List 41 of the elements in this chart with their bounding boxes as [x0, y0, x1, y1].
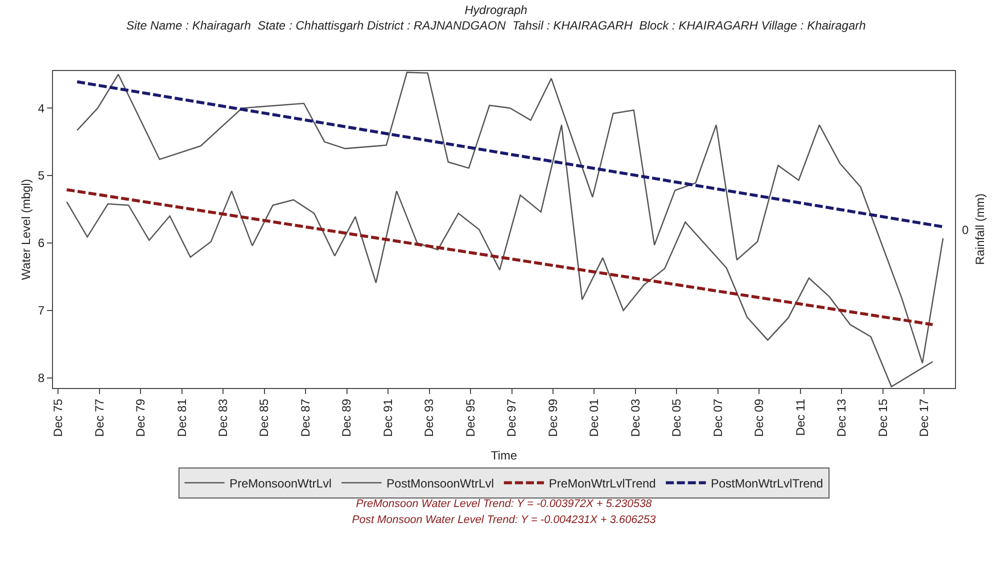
x-tick-label: Dec 79 [134, 398, 148, 437]
x-tick-label: Dec 91 [380, 398, 395, 437]
x-tick-label: Dec 99 [546, 398, 560, 437]
chart-title: Hydrograph [464, 3, 528, 18]
x-tick-label: Dec 15 [876, 398, 890, 437]
x-tick-label: Dec 95 [463, 398, 478, 437]
y-axis-title: Water Level (mbgl) [19, 179, 34, 280]
x-tick-label: Dec 11 [793, 398, 808, 436]
text: Post Monsoon Water Level Trend: Y = -0.004231X + 3.606253 [352, 514, 657, 526]
text: 0 [962, 223, 969, 237]
y-tick-label: 5 [38, 168, 45, 183]
x-tick-label: Dec 09 [752, 398, 766, 437]
legend-label: PreMonsoonWtrLvl [230, 476, 332, 490]
y-tick-label: 8 [38, 371, 45, 386]
y2-axis-title: Rainfall (mm) [972, 194, 987, 265]
x-tick-label: Dec 85 [257, 398, 272, 437]
x-tick-label: Dec 87 [298, 398, 312, 437]
x-tick-label: Dec 93 [422, 398, 436, 437]
x-tick-label: Dec 17 [917, 398, 932, 437]
x-tick-label: Dec 75 [51, 398, 66, 437]
y-tick-label: 7 [38, 304, 45, 318]
chart-subtitle: Site Name : Khairagarh State : Chhattisgarh District : RAJNANDGAON Tahsil : KHAIRAGARH Block : KHAIRAGARH Village : Khairagarh [126, 18, 866, 33]
y-tick-label: 4 [38, 101, 45, 116]
legend-label: PreMonWtrLvlTrend [548, 476, 656, 490]
text: PreMonsoon Water Level Trend: Y = -0.003972X + 5.230538 [356, 498, 653, 510]
x-tick-label: Dec 13 [834, 398, 849, 437]
legend-label: PostMonWtrLvlTrend [710, 476, 824, 490]
x-tick-label: Dec 01 [587, 398, 602, 437]
x-tick-label: Dec 81 [174, 398, 189, 437]
y-tick-label: 6 [38, 236, 45, 250]
x-tick-label: Dec 07 [710, 398, 725, 437]
x-tick-label: Dec 89 [340, 398, 354, 437]
line-series [66, 124, 934, 388]
line-series [76, 72, 944, 364]
x-tick-label: Dec 97 [504, 398, 519, 437]
x-tick-label: Dec 77 [92, 398, 106, 437]
x-tick-label: Dec 03 [628, 398, 642, 437]
x-axis-title: Time [490, 448, 518, 463]
legend-label: PostMonsoonWtrLvl [386, 476, 494, 490]
x-tick-label: Dec 83 [216, 398, 230, 437]
x-tick-label: Dec 05 [670, 398, 684, 437]
